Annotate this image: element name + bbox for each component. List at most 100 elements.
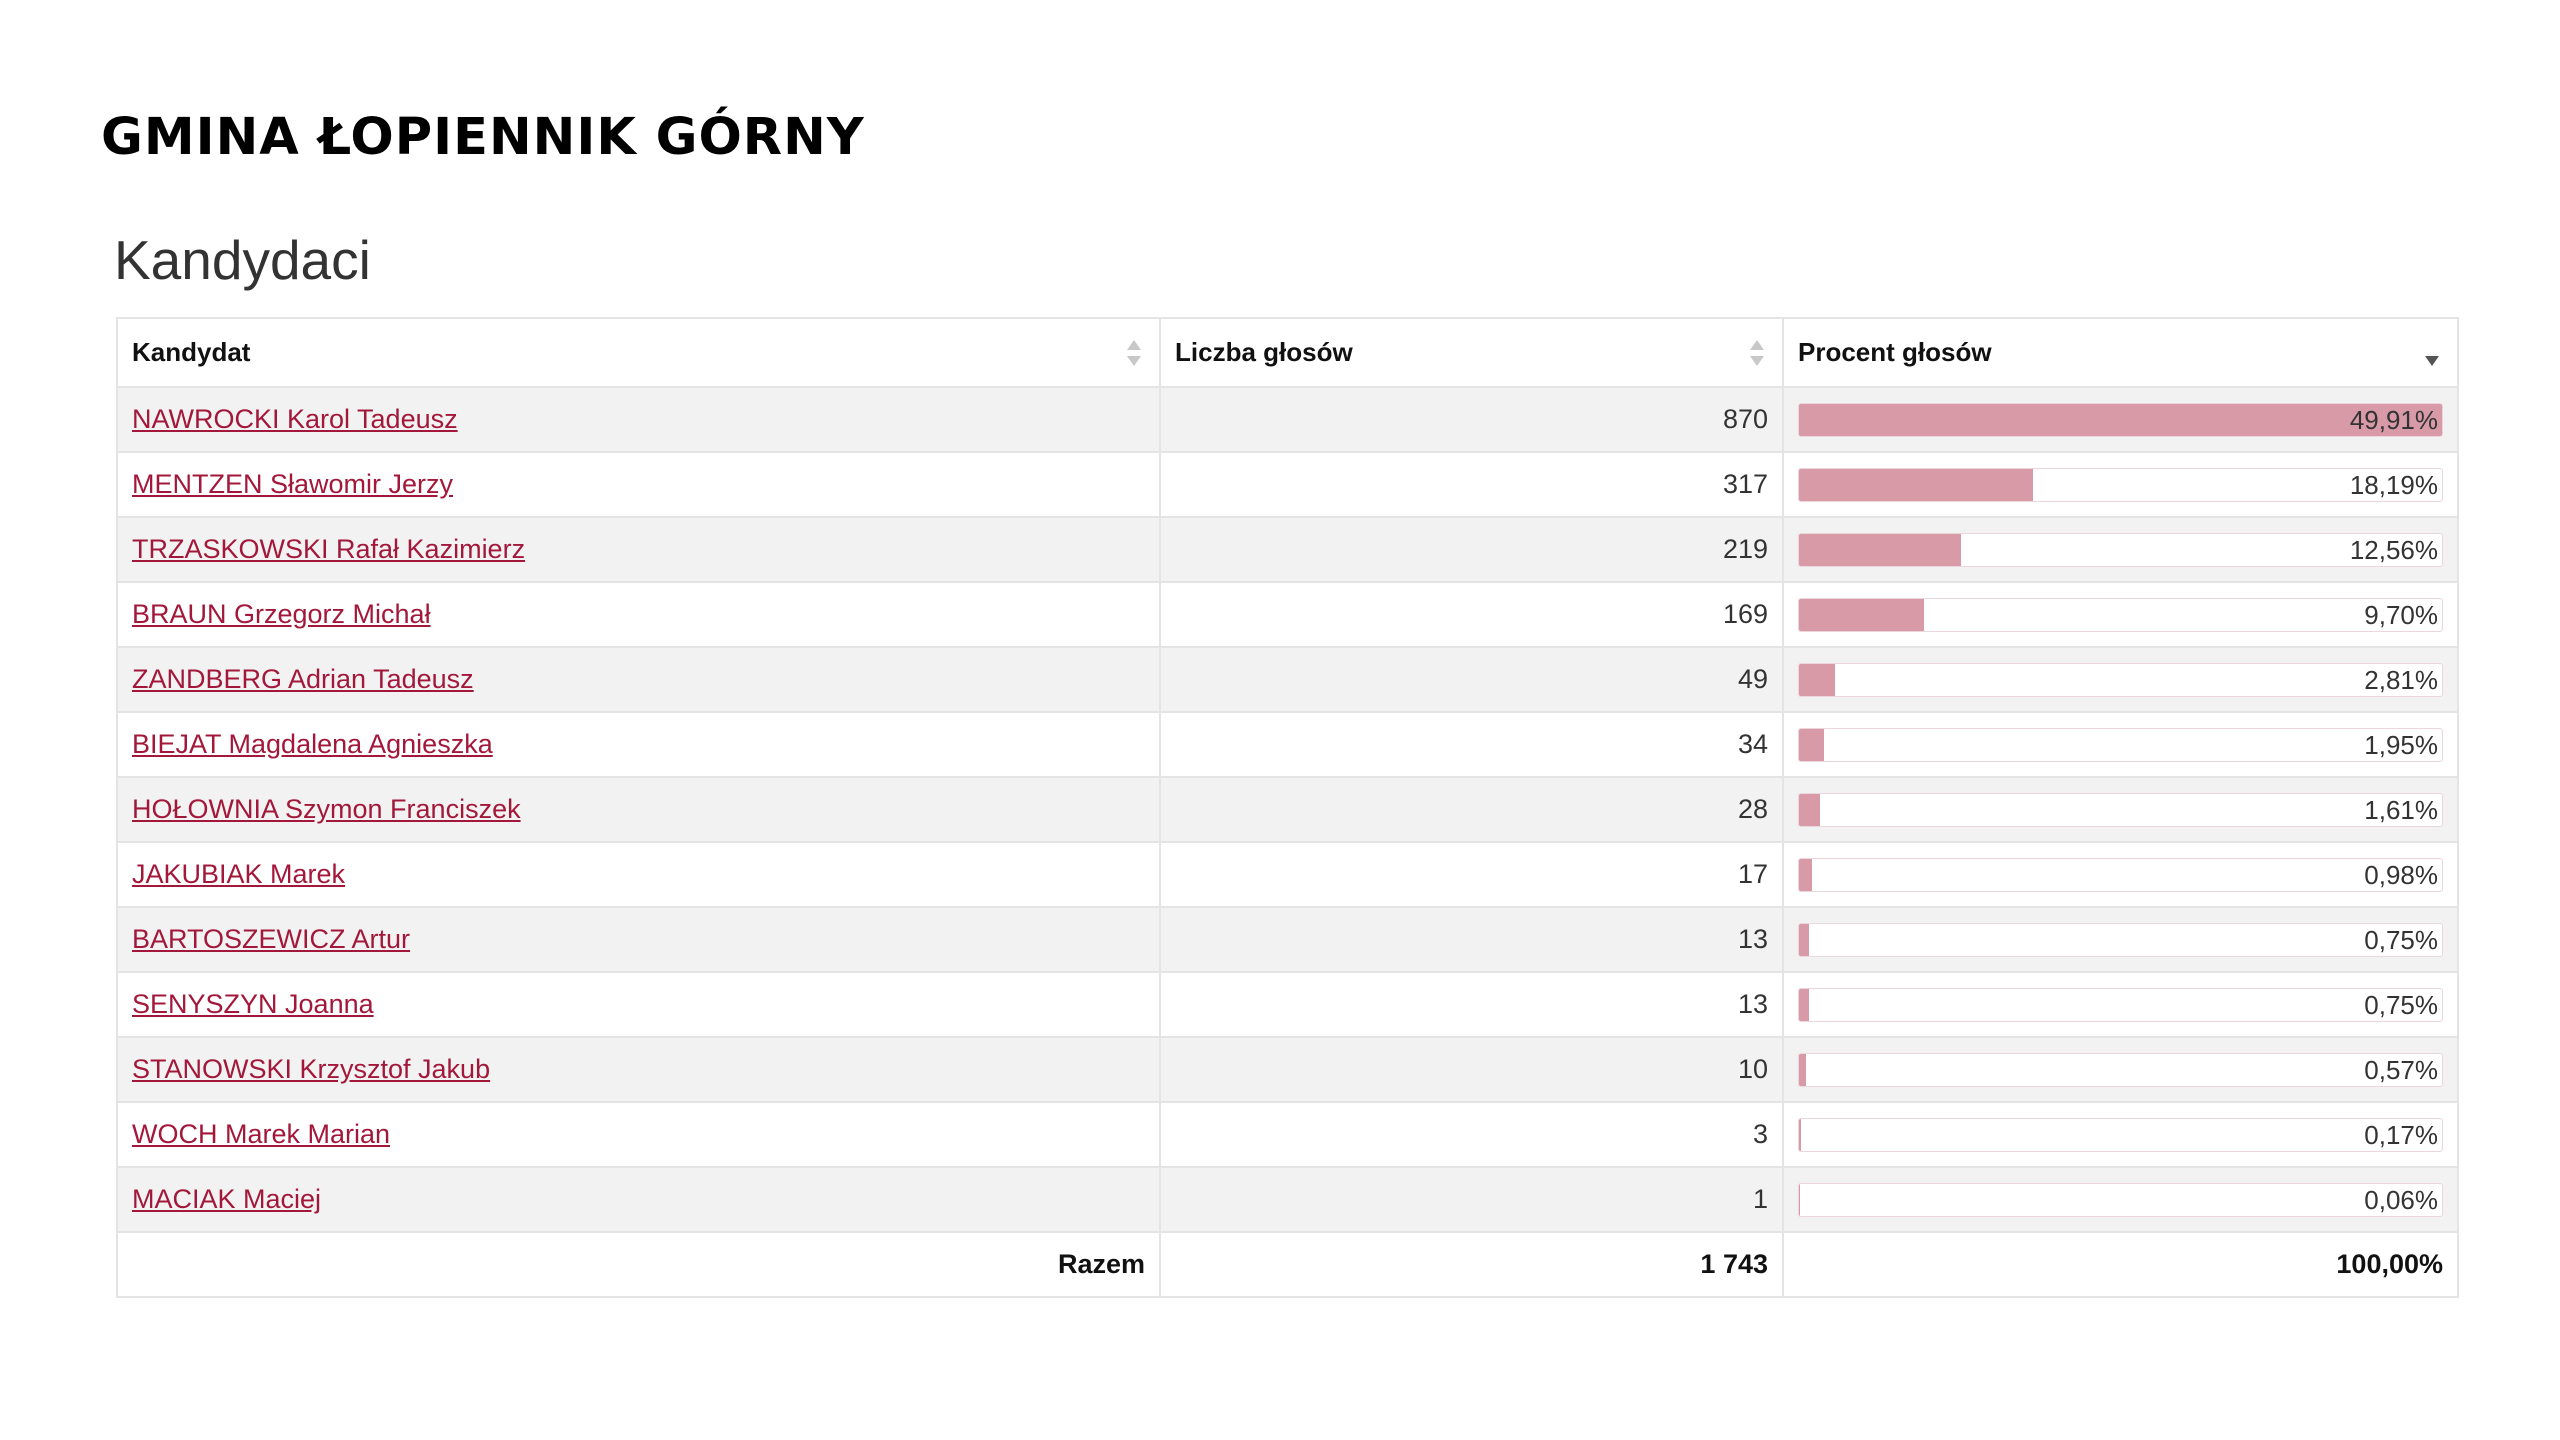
percent-cell: 49,91%	[1782, 386, 2459, 453]
votes-cell: 49	[1159, 646, 1784, 713]
percent-cell: 0,75%	[1782, 906, 2459, 973]
table-row: MACIAK Maciej 1 0,06%	[116, 1166, 2459, 1233]
percent-bar: 1,61%	[1798, 792, 2443, 827]
total-label: Razem	[116, 1231, 1161, 1298]
percent-cell: 1,61%	[1782, 776, 2459, 843]
candidate-link[interactable]: MACIAK Maciej	[132, 1184, 322, 1214]
percent-bar: 9,70%	[1798, 597, 2443, 632]
candidate-link[interactable]: SENYSZYN Joanna	[132, 989, 374, 1019]
column-header-percent[interactable]: Procent głosów	[1782, 317, 2459, 388]
percent-cell: 2,81%	[1782, 646, 2459, 713]
candidates-table: Kandydat Liczba głosów Procent głosów NA…	[116, 317, 2459, 1298]
candidate-link[interactable]: TRZASKOWSKI Rafał Kazimierz	[132, 534, 526, 564]
percent-bar: 0,17%	[1798, 1117, 2443, 1152]
sort-icon[interactable]	[1127, 338, 1141, 368]
percent-bar-fill	[1799, 1053, 1807, 1086]
percent-bar-fill	[1799, 403, 2442, 436]
table-row: JAKUBIAK Marek 17 0,98%	[116, 841, 2459, 908]
candidate-link[interactable]: BARTOSZEWICZ Artur	[132, 924, 411, 954]
percent-bar-fill	[1799, 988, 1809, 1021]
table-row: BIEJAT Magdalena Agnieszka 34 1,95%	[116, 711, 2459, 778]
votes-cell: 1	[1159, 1166, 1784, 1233]
percent-cell: 0,98%	[1782, 841, 2459, 908]
percent-label: 1,61%	[2364, 794, 2438, 825]
percent-cell: 0,17%	[1782, 1101, 2459, 1168]
total-percent: 100,00%	[1782, 1231, 2459, 1298]
column-header-candidate[interactable]: Kandydat	[116, 317, 1161, 388]
total-votes: 1 743	[1159, 1231, 1784, 1298]
column-header-label: Kandydat	[132, 337, 251, 367]
percent-label: 9,70%	[2364, 599, 2438, 630]
percent-label: 49,91%	[2349, 404, 2438, 435]
percent-cell: 0,57%	[1782, 1036, 2459, 1103]
votes-cell: 10	[1159, 1036, 1784, 1103]
candidate-cell: JAKUBIAK Marek	[116, 841, 1161, 908]
votes-cell: 870	[1159, 386, 1784, 453]
table-footer-row: Razem 1 743 100,00%	[116, 1231, 2459, 1298]
percent-cell: 0,06%	[1782, 1166, 2459, 1233]
table-row: ZANDBERG Adrian Tadeusz 49 2,81%	[116, 646, 2459, 713]
table-header-row: Kandydat Liczba głosów Procent głosów	[116, 317, 2459, 388]
percent-bar: 0,75%	[1798, 987, 2443, 1022]
percent-label: 12,56%	[2349, 534, 2438, 565]
candidate-cell: MENTZEN Sławomir Jerzy	[116, 451, 1161, 518]
candidate-cell: BARTOSZEWICZ Artur	[116, 906, 1161, 973]
percent-label: 0,75%	[2364, 924, 2438, 955]
percent-bar: 0,98%	[1798, 857, 2443, 892]
percent-label: 0,98%	[2364, 859, 2438, 890]
votes-cell: 28	[1159, 776, 1784, 843]
table-row: MENTZEN Sławomir Jerzy 317 18,19%	[116, 451, 2459, 518]
sort-desc-icon[interactable]	[2425, 338, 2439, 368]
candidate-cell: NAWROCKI Karol Tadeusz	[116, 386, 1161, 453]
candidate-link[interactable]: BRAUN Grzegorz Michał	[132, 599, 431, 629]
candidate-cell: WOCH Marek Marian	[116, 1101, 1161, 1168]
votes-cell: 317	[1159, 451, 1784, 518]
table-row: BRAUN Grzegorz Michał 169 9,70%	[116, 581, 2459, 648]
candidate-link[interactable]: ZANDBERG Adrian Tadeusz	[132, 664, 474, 694]
table-row: TRZASKOWSKI Rafał Kazimierz 219 12,56%	[116, 516, 2459, 583]
votes-cell: 13	[1159, 971, 1784, 1038]
percent-bar: 0,75%	[1798, 922, 2443, 957]
table-row: STANOWSKI Krzysztof Jakub 10 0,57%	[116, 1036, 2459, 1103]
percent-label: 1,95%	[2364, 729, 2438, 760]
candidate-link[interactable]: BIEJAT Magdalena Agnieszka	[132, 729, 493, 759]
percent-bar-fill	[1799, 728, 1825, 761]
candidate-cell: MACIAK Maciej	[116, 1166, 1161, 1233]
percent-label: 0,75%	[2364, 989, 2438, 1020]
candidate-cell: TRZASKOWSKI Rafał Kazimierz	[116, 516, 1161, 583]
candidate-cell: BIEJAT Magdalena Agnieszka	[116, 711, 1161, 778]
percent-bar-fill	[1799, 598, 1924, 631]
percent-bar-fill	[1799, 858, 1812, 891]
candidate-cell: SENYSZYN Joanna	[116, 971, 1161, 1038]
percent-bar: 49,91%	[1798, 402, 2443, 437]
section-title: Kandydaci	[114, 229, 371, 291]
candidate-link[interactable]: STANOWSKI Krzysztof Jakub	[132, 1054, 491, 1084]
percent-bar: 2,81%	[1798, 662, 2443, 697]
percent-bar: 1,95%	[1798, 727, 2443, 762]
table-row: SENYSZYN Joanna 13 0,75%	[116, 971, 2459, 1038]
candidate-link[interactable]: HOŁOWNIA Szymon Franciszek	[132, 794, 521, 824]
percent-bar-fill	[1799, 1118, 1802, 1151]
votes-cell: 13	[1159, 906, 1784, 973]
candidate-cell: HOŁOWNIA Szymon Franciszek	[116, 776, 1161, 843]
table-row: HOŁOWNIA Szymon Franciszek 28 1,61%	[116, 776, 2459, 843]
votes-cell: 219	[1159, 516, 1784, 583]
percent-label: 18,19%	[2349, 469, 2438, 500]
candidate-link[interactable]: WOCH Marek Marian	[132, 1119, 391, 1149]
candidate-link[interactable]: JAKUBIAK Marek	[132, 859, 346, 889]
candidate-link[interactable]: NAWROCKI Karol Tadeusz	[132, 404, 458, 434]
sort-icon[interactable]	[1750, 338, 1764, 368]
candidate-link[interactable]: MENTZEN Sławomir Jerzy	[132, 469, 454, 499]
percent-bar: 12,56%	[1798, 532, 2443, 567]
table-row: NAWROCKI Karol Tadeusz 870 49,91%	[116, 386, 2459, 453]
percent-cell: 0,75%	[1782, 971, 2459, 1038]
percent-cell: 9,70%	[1782, 581, 2459, 648]
percent-cell: 1,95%	[1782, 711, 2459, 778]
percent-bar: 0,57%	[1798, 1052, 2443, 1087]
column-header-label: Procent głosów	[1798, 337, 1992, 367]
votes-cell: 17	[1159, 841, 1784, 908]
column-header-votes[interactable]: Liczba głosów	[1159, 317, 1784, 388]
page-title: GMINA ŁOPIENNIK GÓRNY	[101, 108, 865, 167]
candidate-cell: ZANDBERG Adrian Tadeusz	[116, 646, 1161, 713]
percent-bar-fill	[1799, 468, 2034, 501]
